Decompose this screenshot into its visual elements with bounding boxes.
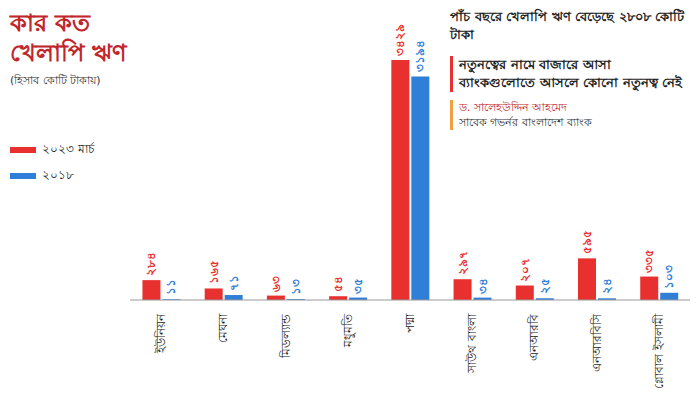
svg-text:১৩: ১৩ — [289, 279, 303, 295]
html-text:পাঁচ বছরে খেলাপি ঋণ বেড়েছে ২৮: পাঁচ বছরে খেলাপি ঋণ বেড়েছে ২৮০৮ কোটি টা… — [450, 9, 685, 42]
svg-text:১৬৫: ১৬৫ — [207, 260, 221, 284]
svg-text:২৪: ২৪ — [600, 278, 614, 294]
html-text:কার কত খেলাপি ঋণ: কার কত খেলাপি ঋণ — [10, 9, 128, 67]
html-text:নতুনত্বের নামে বাজারে আসা ব্যা: নতুনত্বের নামে বাজারে আসা ব্যাংকগুলোতে আ… — [459, 57, 683, 90]
svg-text:৩৩৫: ৩৩৫ — [642, 249, 656, 273]
svg-text:মিডল্যান্ড: মিডল্যান্ড — [279, 314, 293, 359]
svg-text:পদ্মা: পদ্মা — [403, 313, 417, 333]
svg-text:৩৫: ৩৫ — [351, 278, 365, 294]
svg-text:২৫: ২৫ — [538, 278, 552, 294]
html-text:সাবেক গভর্নর বাংলাদেশ ব্যাংক: সাবেক গভর্নর বাংলাদেশ ব্যাংক — [459, 116, 593, 129]
svg-text:মেঘনা: মেঘনা — [216, 313, 230, 343]
svg-text:১১: ১১ — [164, 279, 178, 295]
svg-text:মধুমতি: মধুমতি — [341, 313, 356, 348]
svg-text:৫৯৫: ৫৯৫ — [580, 230, 594, 254]
svg-text:এনআরবিসি: এনআরবিসি — [590, 313, 604, 372]
svg-text:সাউথ বাংলা: সাউথ বাংলা — [465, 313, 479, 374]
svg-text:এনআরবি: এনআরবি — [527, 314, 541, 361]
svg-text:৫৪: ৫৪ — [331, 276, 345, 292]
html-text:২০২৩ মার্চ: ২০২৩ মার্চ — [42, 142, 94, 156]
svg-text:২৯৭: ২৯৭ — [456, 251, 470, 275]
svg-text:২৮৪: ২৮৪ — [144, 252, 158, 276]
svg-text:৭১: ৭১ — [227, 275, 241, 291]
html-text:২০১৮: ২০১৮ — [42, 168, 74, 182]
svg-text:২০৭: ২০৭ — [518, 258, 532, 282]
svg-text:৬৩: ৬৩ — [269, 276, 283, 292]
svg-text:৩৪২৯: ৩৪২৯ — [393, 24, 407, 56]
svg-text:ইউনিয়ন: ইউনিয়ন — [154, 313, 168, 354]
svg-text:গ্লোবাল ইসলামী: গ্লোবাল ইসলামী — [652, 313, 666, 389]
svg-text:৩১৯৪: ৩১৯৪ — [413, 40, 427, 72]
html-text:ড. সালেহউদ্দিন আহমেদ: ড. সালেহউদ্দিন আহমেদ — [459, 101, 568, 114]
html-text:(হিসাব কোটি টাকায়): (হিসাব কোটি টাকায়) — [10, 74, 101, 87]
svg-text:১০৩: ১০৩ — [662, 265, 676, 289]
svg-text:৩৪: ৩৪ — [476, 278, 490, 294]
